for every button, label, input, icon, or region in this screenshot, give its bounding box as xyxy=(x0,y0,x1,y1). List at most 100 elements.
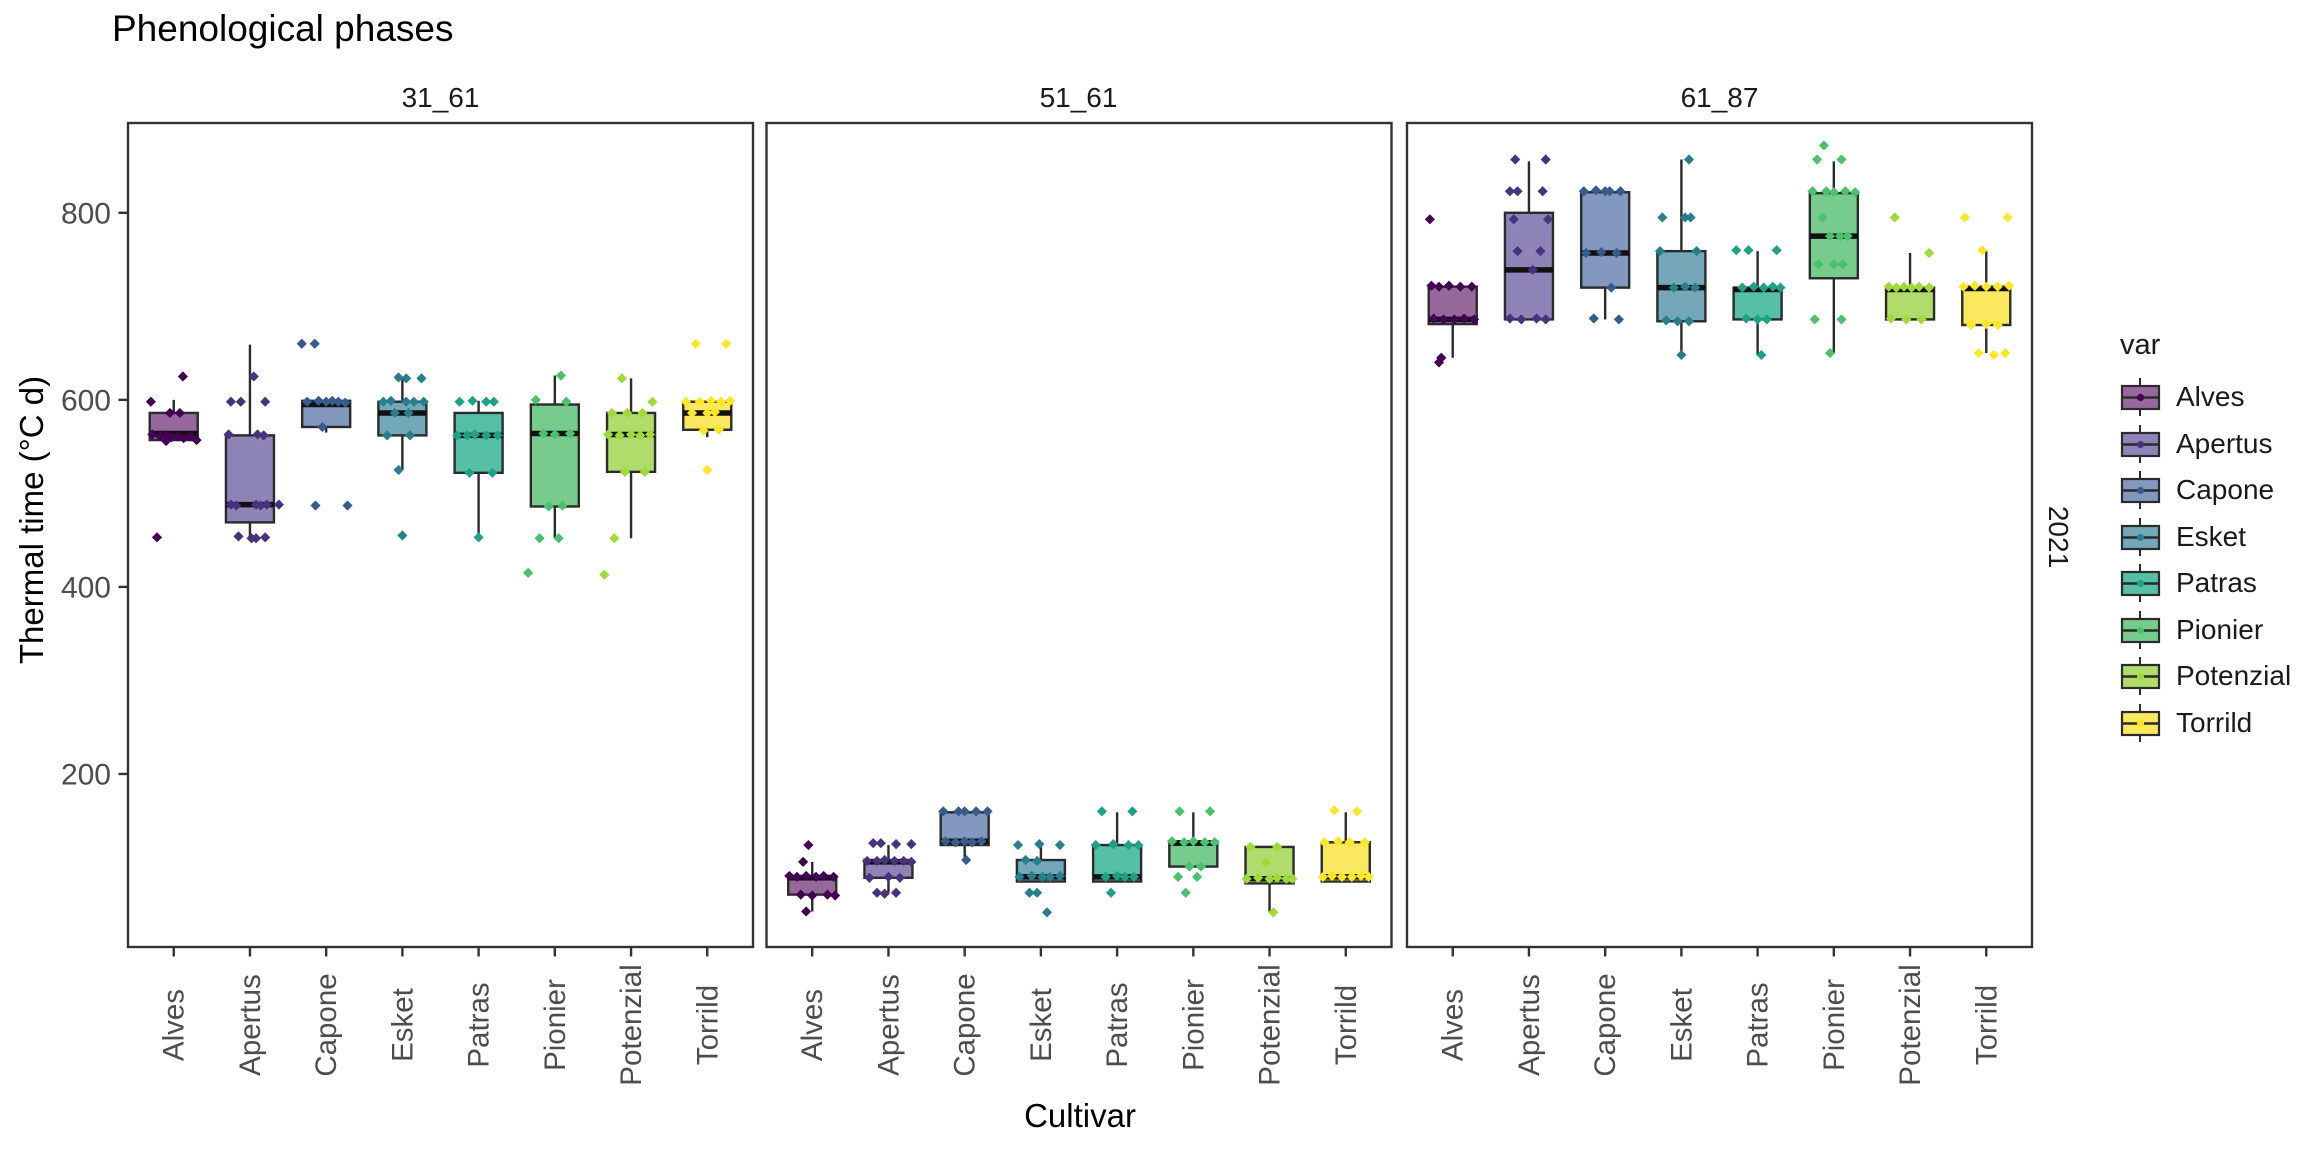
boxplot-Pionier-61_87 xyxy=(1807,140,1861,359)
boxplot-Torrild-61_87 xyxy=(1958,212,2015,361)
jitter-point xyxy=(260,532,271,543)
jitter-point xyxy=(1889,212,1900,223)
jitter-point xyxy=(795,889,806,900)
jitter-point xyxy=(961,854,972,866)
jitter-point xyxy=(864,872,875,883)
jitter-point xyxy=(599,569,610,580)
jitter-point xyxy=(875,838,886,849)
jitter-point xyxy=(1105,887,1117,898)
box xyxy=(1961,285,2012,327)
jitter-point xyxy=(801,870,812,882)
boxplot-Esket-51_61 xyxy=(1012,839,1067,918)
jitter-point xyxy=(469,429,480,440)
jitter-point xyxy=(971,806,982,817)
jitter-point xyxy=(1657,212,1668,223)
jitter-point xyxy=(807,890,818,901)
jitter-point xyxy=(967,837,978,848)
x-tick-label: Apertus xyxy=(1513,974,1546,1076)
boxplot-Potenzial-31_61 xyxy=(599,373,658,580)
panel-border xyxy=(765,121,1393,949)
jitter-point xyxy=(1034,839,1045,850)
jitter-point xyxy=(1172,871,1184,882)
jitter-point xyxy=(1174,806,1185,817)
jitter-point xyxy=(1253,872,1264,883)
x-tick-label: Esket xyxy=(1665,988,1698,1062)
jitter-point xyxy=(1756,349,1767,361)
jitter-point xyxy=(1112,870,1123,882)
jitter-point xyxy=(145,396,156,407)
x-tick-label: Potenzial xyxy=(615,964,648,1085)
legend-label: Esket xyxy=(2176,520,2247,552)
jitter-point xyxy=(223,429,234,440)
jitter-point xyxy=(261,499,272,510)
x-tick-label: Alves xyxy=(1437,989,1470,1061)
boxplot-Alves-61_87 xyxy=(1424,214,1480,368)
jitter-point xyxy=(1352,806,1363,817)
jitter-point xyxy=(321,396,332,407)
jitter-point xyxy=(492,430,503,441)
jitter-point xyxy=(1836,154,1847,165)
facet-strip-31-61: 31_61 xyxy=(401,82,480,113)
jitter-point xyxy=(418,396,429,407)
jitter-point xyxy=(1731,245,1742,256)
jitter-point xyxy=(1837,259,1849,270)
jitter-point xyxy=(462,430,473,441)
legend-item-esket: Esket xyxy=(2118,515,2246,559)
jitter-point xyxy=(555,370,567,381)
jitter-point xyxy=(889,855,900,867)
jitter-point xyxy=(940,836,951,847)
jitter-point xyxy=(950,837,961,848)
jitter-point xyxy=(1031,855,1043,867)
jitter-point xyxy=(1281,873,1292,884)
box xyxy=(1884,286,1936,321)
box xyxy=(529,403,581,508)
jitter-point xyxy=(868,838,879,849)
jitter-point xyxy=(1127,806,1138,817)
jitter-point xyxy=(481,430,492,441)
boxplot-Pionier-51_61 xyxy=(1166,806,1220,898)
jitter-point xyxy=(164,407,176,419)
jitter-point xyxy=(822,889,833,900)
x-tick-label: Patras xyxy=(1742,982,1775,1067)
legend-key-boxplot-icon xyxy=(2120,517,2161,556)
legend-item-potenzial: Potenzial xyxy=(2118,654,2291,698)
jitter-point xyxy=(1959,212,1971,223)
jitter-point xyxy=(404,430,416,441)
jitter-point xyxy=(1836,314,1847,325)
jitter-point xyxy=(721,338,732,349)
y-tick-label: 400 xyxy=(61,571,111,604)
jitter-point xyxy=(1537,186,1548,197)
legend-key-boxplot-icon xyxy=(2120,610,2161,649)
jitter-point xyxy=(1771,245,1782,256)
jitter-point xyxy=(614,430,625,441)
legend-label: Pionier xyxy=(2176,613,2264,645)
x-tick-label: Alves xyxy=(158,989,191,1061)
jitter-point xyxy=(959,836,970,847)
jitter-point xyxy=(1329,805,1340,816)
legend-label: Alves xyxy=(2176,381,2245,412)
jitter-point xyxy=(1031,887,1043,898)
jitter-point xyxy=(1245,841,1256,853)
boxplot-Esket-31_61 xyxy=(377,372,429,541)
jitter-point xyxy=(481,396,492,407)
jitter-point xyxy=(473,532,484,543)
jitter-point xyxy=(810,871,822,882)
legend-label: Capone xyxy=(2176,474,2275,505)
jitter-point xyxy=(416,373,427,384)
jitter-point xyxy=(1317,871,1328,882)
jitter-point xyxy=(1459,313,1470,324)
x-tick-label: Esket xyxy=(1025,988,1058,1062)
jitter-point xyxy=(488,396,499,407)
boxplot-Apertus-61_87 xyxy=(1503,154,1555,325)
legend-label: Potenzial xyxy=(2176,660,2292,691)
x-tick-label: Pionier xyxy=(539,979,572,1071)
boxplot-Torrild-51_61 xyxy=(1317,805,1374,883)
legend-key-boxplot-icon xyxy=(2120,564,2161,602)
panel-border xyxy=(1405,121,2034,949)
jitter-point xyxy=(408,396,419,407)
jitter-point xyxy=(1443,280,1455,291)
jitter-point xyxy=(302,396,313,407)
jitter-point xyxy=(147,429,158,440)
jitter-point xyxy=(645,429,656,440)
jitter-point xyxy=(1209,837,1220,848)
